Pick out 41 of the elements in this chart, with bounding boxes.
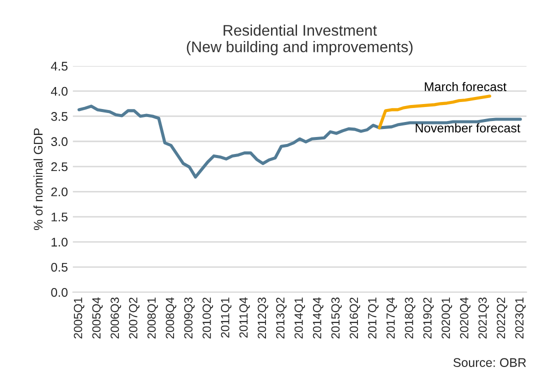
y-tick-label: 3.5: [51, 112, 68, 121]
series-label: November forecast: [416, 123, 520, 132]
line-series: [78, 104, 522, 179]
x-tick-label: 2005Q1: [74, 298, 84, 338]
x-tick-label: 2005Q4: [92, 297, 103, 338]
series-label: March forecast: [424, 82, 506, 92]
x-tick-label: 2022Q2: [496, 298, 508, 338]
x-tick-label: 2010Q2: [202, 298, 214, 338]
x-tick-label: 2017Q1: [368, 298, 379, 338]
y-tick-label: 3.0: [51, 137, 68, 146]
x-tick-label: 2009Q3: [184, 298, 195, 338]
y-tick-label: 0.0: [51, 288, 68, 297]
x-tick-label: 2023Q1: [515, 298, 526, 338]
x-tick-label: 2012Q3: [258, 298, 268, 338]
x-tick-label: 2019Q2: [423, 298, 434, 338]
x-tick-label: 2014Q1: [294, 298, 305, 338]
x-tick-label: 2018Q3: [404, 298, 416, 338]
y-axis-title: % of nominal GDP: [33, 128, 43, 230]
chart-title: Residential Investment (New building and improvements): [186, 24, 413, 56]
x-tick-label: 2020Q4: [460, 297, 470, 338]
x-tick-label: 2021Q3: [478, 298, 489, 338]
x-tick-label: 2017Q4: [386, 297, 397, 338]
x-tick-label: 2011Q1: [220, 298, 232, 338]
x-tick-label: 2007Q2: [129, 298, 140, 338]
y-tick-label: 4.0: [50, 86, 68, 96]
y-tick-label: 2.0: [51, 187, 68, 196]
y-tick-label: 1.0: [52, 238, 68, 247]
y-tick-label: 1.5: [52, 212, 68, 222]
x-tick-label: 2016Q2: [350, 298, 360, 338]
x-tick-label: 2008Q4: [166, 297, 176, 338]
x-tick-label: 2014Q4: [312, 297, 324, 338]
y-tick-label: 2.5: [51, 162, 68, 172]
x-tick-label: 2020Q1: [442, 298, 452, 338]
x-tick-label: 2006Q3: [110, 298, 122, 338]
x-tick-label: 2008Q1: [147, 298, 158, 338]
y-tick-label: 4.5: [50, 62, 68, 71]
y-tick-label: 0.5: [51, 262, 68, 272]
source-note: Source: OBR: [453, 358, 526, 367]
x-tick-label: 2013Q2: [276, 298, 287, 338]
x-tick-label: 2015Q3: [331, 298, 342, 338]
x-tick-label: 2011Q4: [239, 297, 250, 338]
